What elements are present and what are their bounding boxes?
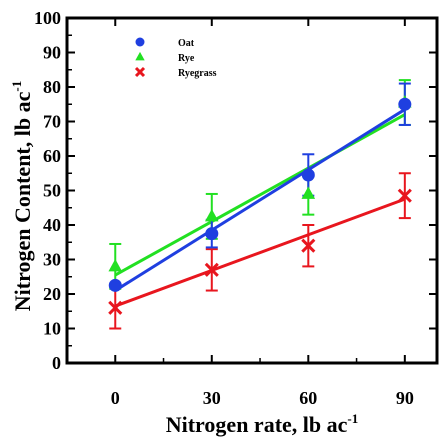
oat-fit-line bbox=[114, 108, 406, 292]
x-axis-title: Nitrogen rate, lb ac-1 bbox=[166, 411, 359, 437]
oat-point bbox=[108, 278, 122, 292]
x-marker-stroke bbox=[108, 300, 123, 315]
oat-legend-marker bbox=[135, 37, 145, 47]
y-tick-label: 90 bbox=[43, 43, 61, 63]
oat-point bbox=[205, 227, 219, 241]
y-tick-label: 40 bbox=[43, 215, 61, 235]
ryegrass-point bbox=[204, 262, 219, 277]
ryegrass-fit-line bbox=[114, 197, 406, 308]
oat-legend-label: Oat bbox=[178, 38, 195, 49]
y-tick-label: 0 bbox=[52, 353, 61, 373]
y-tick-label: 50 bbox=[43, 181, 61, 201]
plot-frame bbox=[65, 16, 439, 365]
plot-layer: 0 10 20 30 40 50 60 70 80 90 100 0 30 60 90 bbox=[34, 8, 439, 408]
rye-legend-label: Rye bbox=[178, 53, 195, 64]
ryegrass-point bbox=[397, 188, 412, 203]
rye-point bbox=[204, 208, 219, 222]
ryegrass-point bbox=[301, 238, 316, 253]
x-tick-label: 30 bbox=[203, 388, 221, 408]
x-tick-label: 0 bbox=[111, 388, 120, 408]
x-marker-stroke bbox=[397, 188, 412, 203]
x-tick-label: 90 bbox=[396, 388, 414, 408]
x-tick-label: 60 bbox=[299, 388, 317, 408]
x-marker-stroke bbox=[301, 238, 316, 253]
y-tick-label: 30 bbox=[43, 250, 61, 270]
y-tick-label: 10 bbox=[43, 319, 61, 339]
oat-point bbox=[301, 168, 315, 182]
rye-point bbox=[301, 186, 316, 199]
y-tick-label: 100 bbox=[34, 8, 61, 28]
oat-point bbox=[398, 97, 412, 111]
y-axis-title: Nitrogen Content, lb ac-1 bbox=[9, 81, 35, 311]
x-marker-stroke bbox=[204, 262, 219, 277]
y-tick-label: 80 bbox=[43, 77, 61, 97]
rye-point bbox=[108, 258, 123, 272]
y-tick-label: 60 bbox=[43, 146, 61, 166]
legend: Oat Rye Ryegrass bbox=[134, 37, 217, 79]
y-tick-label: 70 bbox=[43, 112, 61, 132]
x-marker-stroke bbox=[134, 66, 146, 78]
rye-fit-line bbox=[114, 113, 406, 277]
ryegrass-legend-marker bbox=[134, 66, 146, 78]
y-tick-label: 20 bbox=[43, 284, 61, 304]
ryegrass-point bbox=[108, 300, 123, 315]
rye-legend-marker bbox=[135, 51, 145, 61]
ryegrass-legend-label: Ryegrass bbox=[178, 68, 217, 79]
